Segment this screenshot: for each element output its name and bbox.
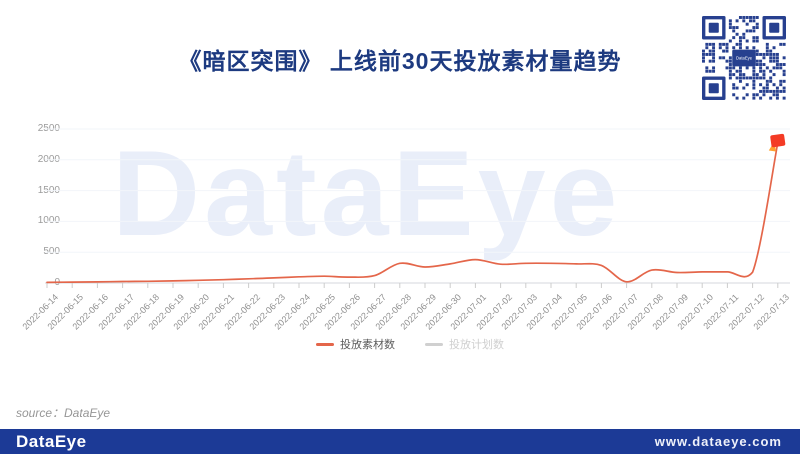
chart-area: DataEye 05001000150020002500 2022-06-142… <box>0 105 800 345</box>
legend-item-material-count[interactable]: 投放素材数 <box>316 336 395 352</box>
y-tick-label: 2000 <box>37 153 60 165</box>
page-title: 《暗区突围》 上线前30天投放素材量趋势 <box>178 48 622 74</box>
legend-label: 投放素材数 <box>340 339 395 351</box>
legend-line-icon <box>425 342 443 346</box>
trend-chart <box>45 128 790 288</box>
y-tick-label: 1000 <box>37 215 60 227</box>
legend-item-plan-count[interactable]: 投放计划数 <box>425 336 504 352</box>
source-label: source：DataEye <box>16 406 111 420</box>
legend-label: 投放计划数 <box>449 339 504 351</box>
chart-legend: 投放素材数 投放计划数 <box>0 336 800 352</box>
y-tick-label: 500 <box>43 246 60 258</box>
website-url: www.dataeye.com <box>654 434 782 449</box>
dataeye-logo: DataEye <box>16 431 87 451</box>
legend-line-icon <box>316 342 334 346</box>
svg-text:DataEye: DataEye <box>736 55 753 60</box>
footer-bar: DataEye www.dataeye.com <box>0 429 800 454</box>
y-tick-label: 1500 <box>37 184 60 196</box>
qr-code: DataEye <box>698 12 790 104</box>
